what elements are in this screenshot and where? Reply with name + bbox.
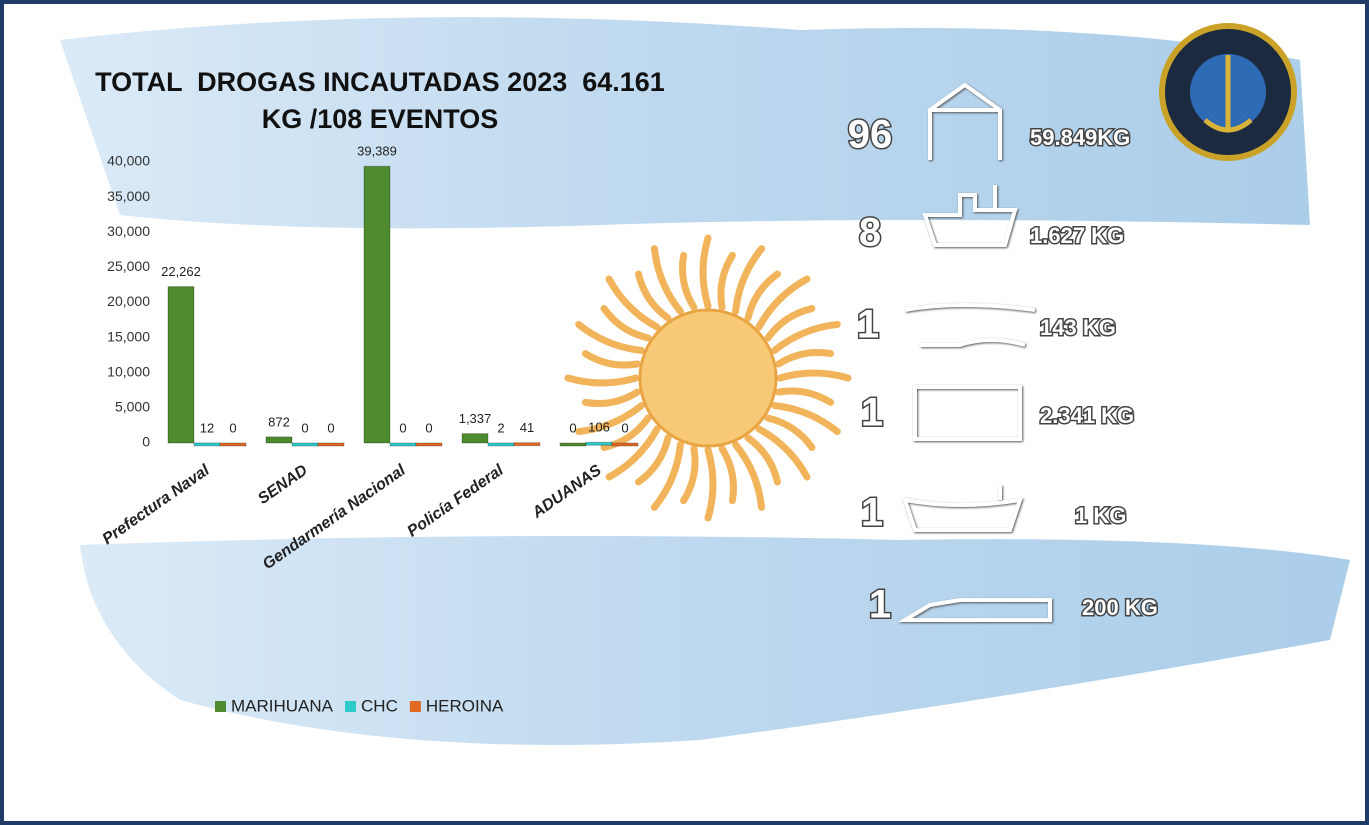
bar (168, 287, 194, 443)
legend-label: HEROINA (426, 696, 504, 715)
bar (514, 443, 540, 446)
chart-title: TOTAL DROGAS INCAUTADAS 2023 64.161 KG /… (75, 64, 685, 138)
event-amount: 200 KG (1082, 595, 1158, 620)
event-amount: 1.627 KG (1030, 223, 1124, 248)
event-amount: 59.849KG (1030, 125, 1130, 150)
legend-swatch (410, 701, 421, 712)
event-count: 8 (859, 211, 881, 255)
legend-label: CHC (361, 696, 398, 715)
bar (220, 443, 246, 446)
value-label: 0 (327, 420, 334, 435)
event-count: 1 (869, 583, 891, 627)
value-label: 106 (588, 420, 610, 435)
value-label: 1,337 (459, 411, 492, 426)
value-label: 0 (569, 420, 576, 435)
value-label: 22,262 (161, 264, 201, 279)
bar (462, 434, 488, 443)
y-tick-label: 20,000 (107, 293, 150, 309)
legend-label: MARIHUANA (231, 696, 334, 715)
value-label: 39,389 (357, 144, 397, 159)
value-label: 2 (497, 420, 504, 435)
bar (266, 437, 292, 443)
y-tick-label: 40,000 (107, 153, 150, 169)
value-label: 0 (399, 420, 406, 435)
bar (488, 443, 514, 446)
event-amount: 143 KG (1040, 315, 1116, 340)
sun-disc (640, 310, 776, 446)
event-amount: 2.341 KG (1040, 403, 1134, 428)
value-label: 41 (520, 420, 534, 435)
event-amount: 1 KG (1075, 503, 1126, 528)
event-count: 96 (848, 113, 893, 157)
legend-swatch (345, 701, 356, 712)
value-label: 12 (200, 420, 214, 435)
bar (416, 443, 442, 446)
value-label: 872 (268, 414, 290, 429)
y-tick-label: 35,000 (107, 188, 150, 204)
bar (560, 443, 586, 446)
bar (390, 443, 416, 446)
y-tick-label: 30,000 (107, 223, 150, 239)
value-label: 0 (621, 420, 628, 435)
bar (612, 443, 638, 446)
value-label: 0 (425, 420, 432, 435)
legend-swatch (215, 701, 226, 712)
event-count: 1 (861, 391, 883, 435)
bar (364, 166, 390, 443)
value-label: 0 (301, 420, 308, 435)
bar (194, 443, 220, 446)
bar (586, 442, 612, 445)
page: 0 5,000 10,000 15,000 20,000 25,000 30,000 35,0… (0, 0, 1369, 825)
y-tick-label: 10,000 (107, 363, 150, 379)
y-tick-label: 0 (142, 434, 150, 450)
event-count: 1 (861, 491, 883, 535)
logo (1162, 26, 1294, 158)
event-count: 1 (857, 303, 879, 347)
y-tick-label: 25,000 (107, 258, 150, 274)
bar (318, 443, 344, 446)
y-tick-label: 15,000 (107, 328, 150, 344)
y-tick-label: 5,000 (115, 399, 150, 415)
value-label: 0 (229, 420, 236, 435)
bar (292, 443, 318, 446)
